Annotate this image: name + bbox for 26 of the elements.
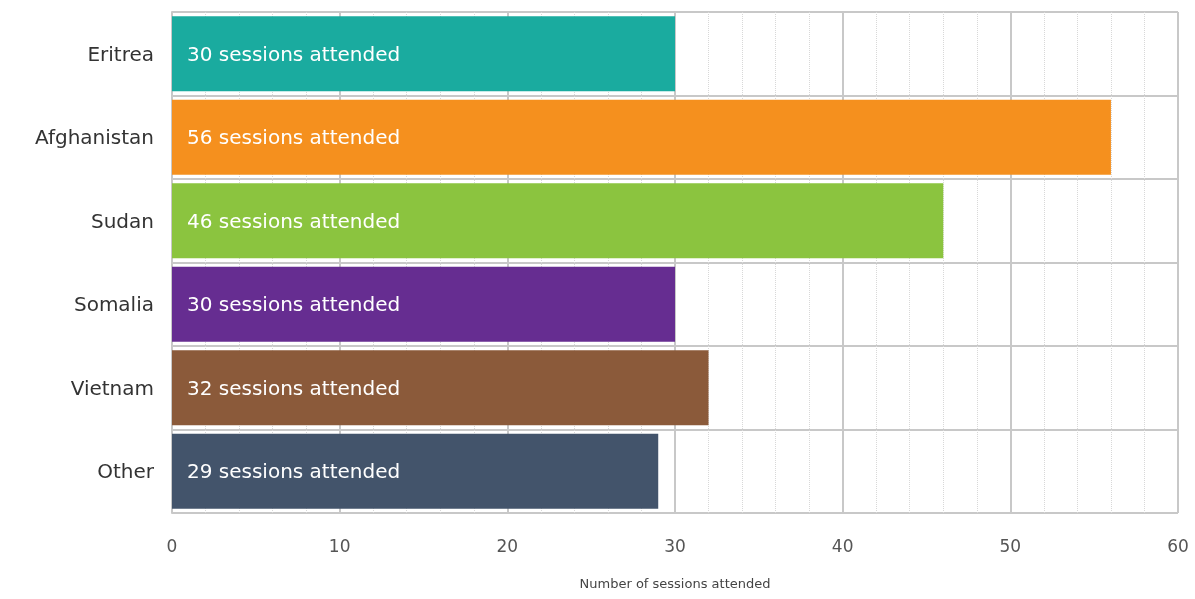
x-tick-label: 30 <box>664 535 686 556</box>
bar <box>172 350 709 426</box>
data-label: 56 sessions attended <box>187 125 401 150</box>
bar <box>172 16 675 92</box>
data-label: 29 sessions attended <box>187 459 401 484</box>
x-tick-label: 40 <box>831 535 854 556</box>
x-tick-label: 0 <box>166 535 178 556</box>
y-tick-label: Sudan <box>91 208 154 233</box>
data-label: 32 sessions attended <box>187 375 401 400</box>
data-label: 30 sessions attended <box>187 292 401 317</box>
x-tick-label: 20 <box>496 535 519 556</box>
bar <box>172 183 944 259</box>
bar <box>172 99 1111 175</box>
x-tick-label: 50 <box>999 535 1022 556</box>
data-label: 30 sessions attended <box>187 41 401 66</box>
bar <box>172 433 659 509</box>
x-axis-title: Number of sessions attended <box>579 576 771 591</box>
x-tick-label: 60 <box>1167 535 1189 556</box>
y-tick-label: Vietnam <box>70 375 154 400</box>
y-tick-label: Other <box>97 459 155 484</box>
y-tick-label: Afghanistan <box>34 125 154 150</box>
y-tick-label: Eritrea <box>87 41 154 66</box>
data-label: 46 sessions attended <box>187 208 401 233</box>
bar <box>172 266 675 342</box>
x-tick-label: 10 <box>328 535 351 556</box>
y-tick-label: Somalia <box>73 292 154 317</box>
